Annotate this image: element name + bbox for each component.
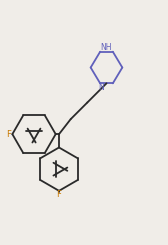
Text: NH: NH bbox=[101, 43, 112, 52]
Text: F: F bbox=[7, 130, 11, 139]
Text: N: N bbox=[98, 83, 103, 92]
Text: F: F bbox=[57, 190, 61, 199]
